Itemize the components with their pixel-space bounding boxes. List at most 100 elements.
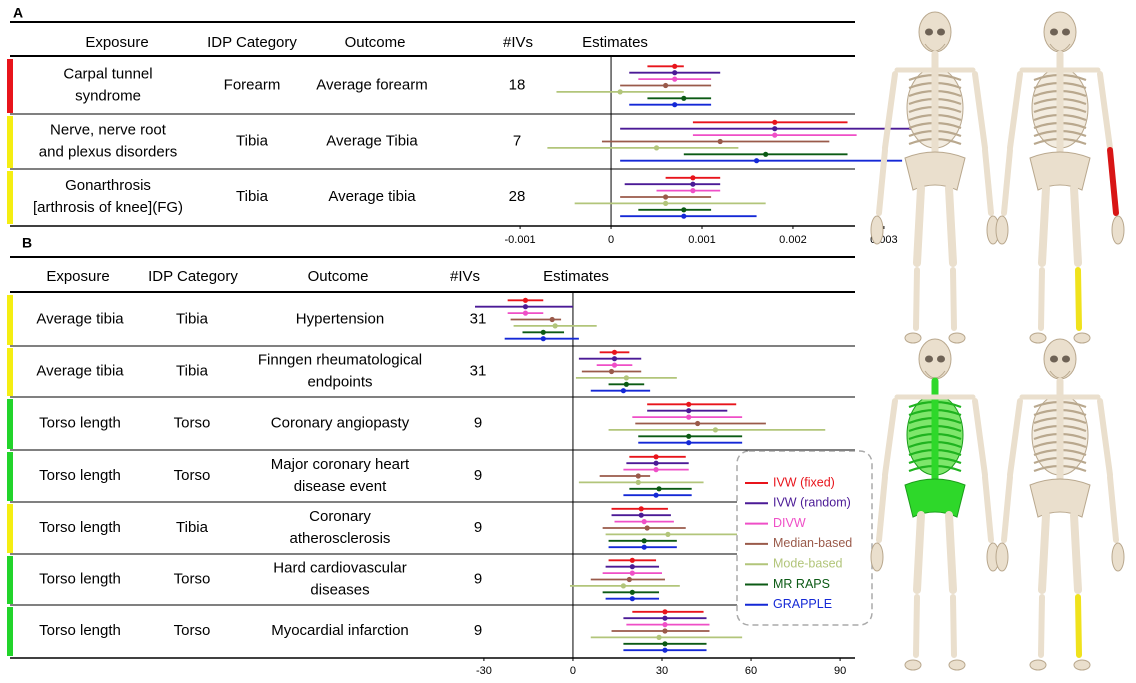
point-estimate <box>663 82 669 89</box>
point-estimate <box>656 634 662 641</box>
hand <box>1111 215 1125 245</box>
exposure-text: Torso length <box>39 570 121 587</box>
bone <box>1097 71 1113 151</box>
point-estimate <box>653 454 659 460</box>
point-estimate <box>653 460 659 466</box>
legend-box <box>736 450 873 626</box>
outcome-text: Coronary <box>309 508 371 525</box>
row-color-bar <box>7 59 13 113</box>
bone <box>972 398 988 478</box>
point-estimate <box>656 486 662 492</box>
point-estimate <box>635 479 641 485</box>
x-tick-label: 0.001 <box>688 234 716 246</box>
column-header: Estimates <box>582 34 648 51</box>
point-estimate <box>653 145 660 151</box>
bone <box>1038 184 1050 267</box>
n-ivs-text: 9 <box>474 622 482 639</box>
point-estimate <box>712 427 719 433</box>
foot <box>1029 332 1047 344</box>
bone <box>1038 594 1045 658</box>
exposure-text: Gonarthrosis <box>65 177 151 194</box>
point-estimate <box>641 544 647 550</box>
point-estimate <box>662 641 668 647</box>
column-header: Outcome <box>345 34 406 51</box>
row-color-bar <box>7 452 13 501</box>
hand <box>870 215 884 245</box>
point-estimate <box>672 63 678 69</box>
point-estimate <box>662 609 668 615</box>
bone <box>945 184 957 267</box>
bone <box>1007 71 1023 151</box>
row-color-bar <box>7 171 13 224</box>
category-text: Torso <box>174 570 211 587</box>
pelvis <box>1029 478 1091 518</box>
x-tick-label: 60 <box>745 665 757 677</box>
pelvis <box>904 478 966 518</box>
row-color-bar <box>7 399 13 449</box>
eye <box>937 28 945 36</box>
bone <box>876 474 888 543</box>
bone <box>1097 398 1113 478</box>
point-estimate <box>617 89 623 95</box>
point-estimate <box>662 615 668 621</box>
bone <box>982 474 994 543</box>
n-ivs-text: 9 <box>474 414 482 431</box>
legend-label: IVW (random) <box>773 496 851 510</box>
hand <box>995 542 1009 572</box>
point-estimate <box>686 408 692 414</box>
category-text: Tibia <box>176 310 209 327</box>
point-estimate <box>608 368 615 375</box>
x-tick-label: 0 <box>570 665 576 677</box>
n-ivs-text: 7 <box>513 132 521 149</box>
foot <box>948 332 966 344</box>
row-color-bar <box>7 295 13 345</box>
point-estimate <box>611 362 618 368</box>
outcome-text: Hard cardiovascular <box>273 559 406 576</box>
point-estimate <box>663 194 669 200</box>
point-estimate <box>681 213 687 219</box>
point-estimate <box>623 381 629 387</box>
bone <box>913 184 925 267</box>
point-estimate <box>686 433 692 439</box>
point-estimate <box>629 589 635 595</box>
point-estimate <box>620 388 627 394</box>
row-color-bar <box>7 556 13 604</box>
legend-label: DIVW <box>773 516 806 530</box>
exposure-text: Carpal tunnel <box>63 65 152 82</box>
bone <box>982 147 994 216</box>
bone <box>876 147 888 216</box>
point-estimate <box>663 200 669 206</box>
category-text: Tibia <box>176 519 209 536</box>
eye <box>925 355 933 363</box>
skeleton <box>995 11 1125 344</box>
point-estimate <box>635 473 641 479</box>
outcome-text: Major coronary heart <box>271 456 410 473</box>
point-estimate <box>638 506 644 512</box>
column-header: #IVs <box>450 268 480 285</box>
x-tick-label: 30 <box>656 665 668 677</box>
column-header: #IVs <box>503 34 533 51</box>
outcome-text: disease event <box>294 478 387 495</box>
category-text: Torso <box>174 467 211 484</box>
point-estimate <box>641 519 647 525</box>
row-color-bar <box>7 116 13 168</box>
bone <box>913 594 920 658</box>
n-ivs-text: 9 <box>474 519 482 536</box>
point-estimate <box>672 102 678 108</box>
category-text: Torso <box>174 414 211 431</box>
bone <box>1038 511 1050 594</box>
n-ivs-text: 9 <box>474 467 482 484</box>
x-tick-label: -30 <box>476 665 492 677</box>
outcome-text: Myocardial infarction <box>271 622 409 639</box>
category-text: Tibia <box>236 188 269 205</box>
highlighted-bone <box>1075 594 1082 658</box>
exposure-text: Torso length <box>39 519 121 536</box>
foot <box>948 659 966 671</box>
hand <box>1111 542 1125 572</box>
category-text: Tibia <box>176 362 209 379</box>
bone <box>950 267 957 331</box>
skeleton <box>870 338 1000 671</box>
point-estimate <box>662 622 668 628</box>
point-estimate <box>686 414 692 420</box>
point-estimate <box>522 310 529 316</box>
